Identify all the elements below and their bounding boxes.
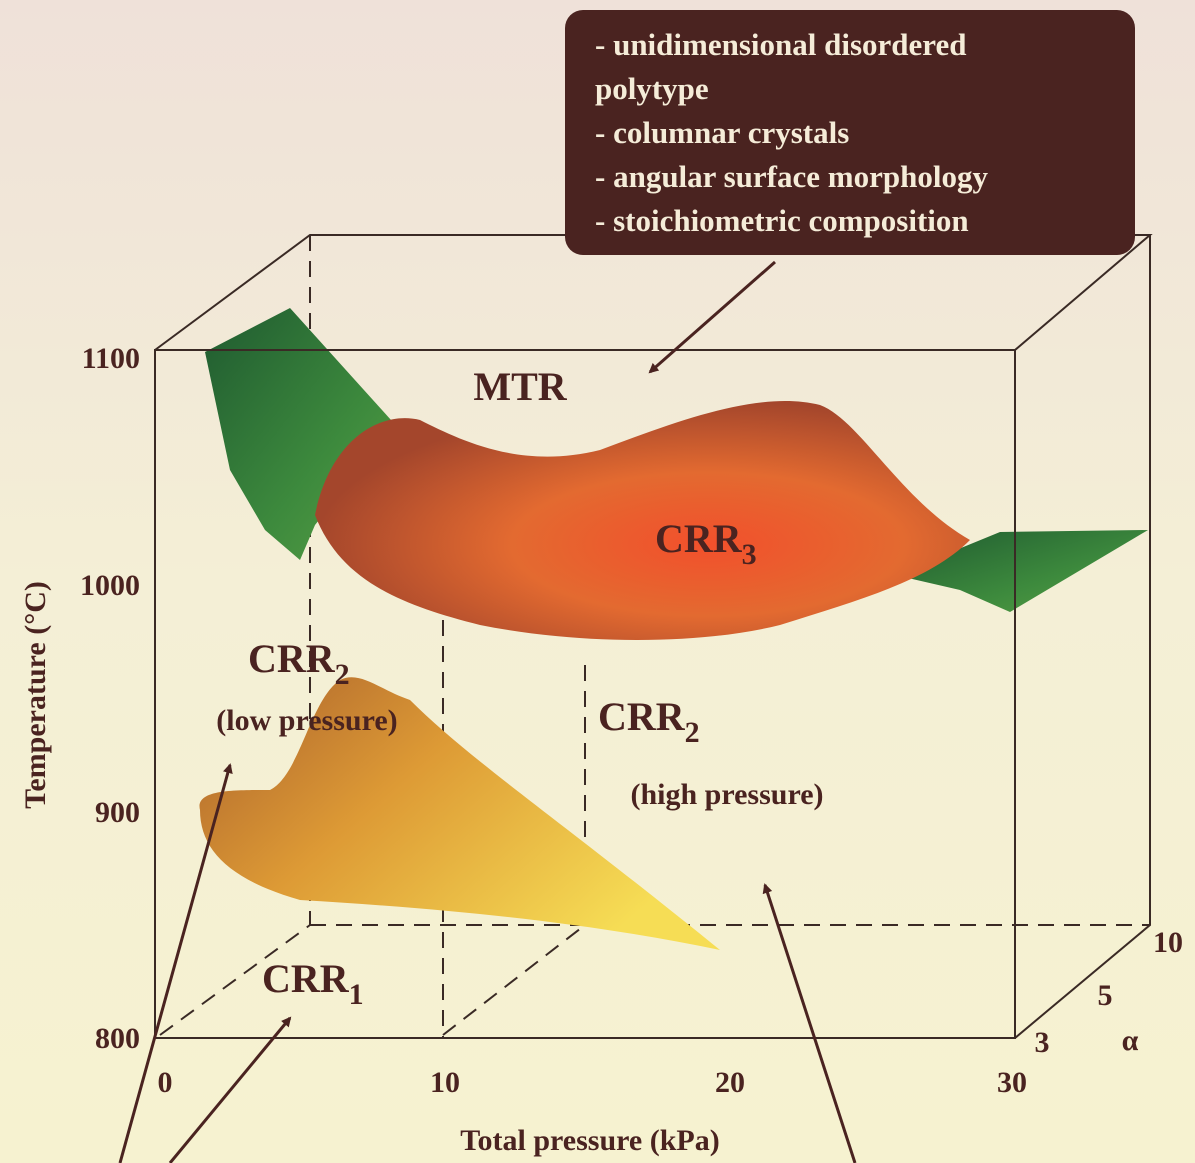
arrow [762,883,857,1163]
label-main: CRR [598,694,686,739]
mtr-label: MTR [473,364,567,409]
callout-line: - stoichiometric composition [595,203,969,238]
crr2-high-label: CRR2 [598,694,700,749]
label-sub: 2 [685,716,700,749]
callout-line: - unidimensional disordered [595,27,967,62]
callout-line: - columnar crystals [595,115,849,150]
crr2-low-note: (low pressure) [216,704,397,737]
label-main: CRR [248,636,336,681]
depth-tick-label: 3 [1035,1026,1050,1059]
crr1-label: CRR1 [262,956,364,1011]
depth-axis-label: α [1122,1024,1139,1057]
y-tick-label: 1000 [80,569,140,602]
arrow [648,260,776,374]
depth-tick-label: 10 [1153,926,1183,959]
callout-line: - angular surface morphology [595,159,988,194]
crr2-low-label: CRR2 [248,636,350,691]
callout-line: polytype [595,71,709,106]
depth-tick-label: 5 [1098,979,1113,1012]
label-sub: 1 [349,978,364,1011]
y-tick-label: 800 [95,1022,140,1055]
label-sub: 2 [335,658,350,691]
x-tick-label: 10 [430,1066,460,1099]
label-sub: 3 [742,538,757,571]
dashed-edge [442,924,586,1036]
crr3-surface [315,401,970,640]
label-main: CRR [262,956,350,1001]
callout-box [565,10,1135,255]
dashed-edge [159,924,311,1036]
x-tick-label: 0 [158,1066,173,1099]
y-axis-label: Temperature (°C) [19,581,52,809]
crr2-high-note: (high pressure) [630,778,823,811]
mtr-surface-left [205,308,400,560]
label-main: CRR [655,516,743,561]
y-tick-label: 1100 [82,342,140,375]
x-tick-label: 20 [715,1066,745,1099]
x-tick-label: 30 [997,1066,1027,1099]
x-axis-label: Total pressure (kPa) [460,1124,719,1157]
arrow [168,1016,292,1163]
crr2-surface [199,677,720,950]
crr3-label: CRR3 [655,516,757,571]
y-tick-label: 900 [95,796,140,829]
arrow [118,763,233,1163]
